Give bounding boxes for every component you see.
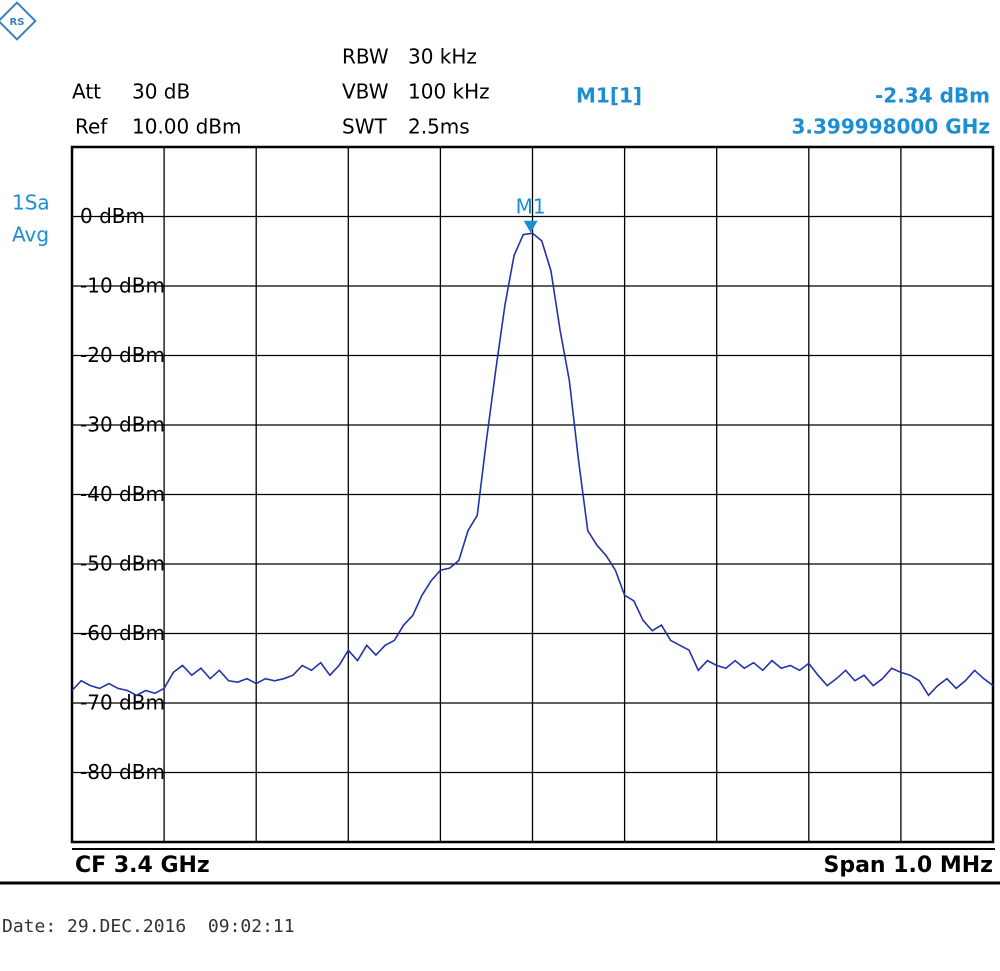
marker-frequency: 3.399998000 GHz xyxy=(791,115,990,139)
y-tick-label: -50 dBm xyxy=(80,552,165,576)
y-tick-label: -70 dBm xyxy=(80,691,165,715)
plot-frame xyxy=(70,145,995,844)
y-tick-label: -30 dBm xyxy=(80,413,165,437)
trace-mode: Avg xyxy=(12,223,49,247)
logo: RS xyxy=(0,1,37,41)
vbw-label: VBW xyxy=(342,80,389,104)
att-value: 30 dB xyxy=(132,80,190,104)
marker xyxy=(523,220,538,233)
marker-readout-name: M1[1] xyxy=(576,84,642,108)
center-frequency: CF 3.4 GHz xyxy=(75,853,210,878)
y-tick-label: -60 dBm xyxy=(80,621,165,645)
svg-text:RS: RS xyxy=(10,17,25,28)
ref-label: Ref xyxy=(75,115,108,139)
plot: 0 dBm -10 dBm -20 dBm -30 dBm -40 dBm -50 dBm… xyxy=(70,145,995,844)
y-tick-label: -10 dBm xyxy=(80,274,165,298)
ref-value: 10.00 dBm xyxy=(132,115,242,139)
swt-label: SWT xyxy=(342,115,387,139)
swt-value: 2.5ms xyxy=(408,115,470,139)
rbw-label: RBW xyxy=(342,45,389,69)
y-tick-label: 0 dBm xyxy=(80,204,145,228)
date: Date: 29.DEC.2016 09:02:11 xyxy=(2,916,295,937)
rbw-value: 30 kHz xyxy=(408,45,477,69)
span: Span 1.0 MHz xyxy=(823,853,993,878)
vbw-value: 100 kHz xyxy=(408,80,490,104)
marker-label: M1 xyxy=(516,194,546,218)
trace xyxy=(71,232,994,697)
trace-mode: 1Sa xyxy=(12,191,50,215)
y-tick-label: -40 dBm xyxy=(80,482,165,506)
marker-level: -2.34 dBm xyxy=(875,84,990,108)
att-label: Att xyxy=(72,80,101,104)
y-tick-label: -80 dBm xyxy=(80,760,165,784)
y-tick-label: -20 dBm xyxy=(80,343,165,367)
